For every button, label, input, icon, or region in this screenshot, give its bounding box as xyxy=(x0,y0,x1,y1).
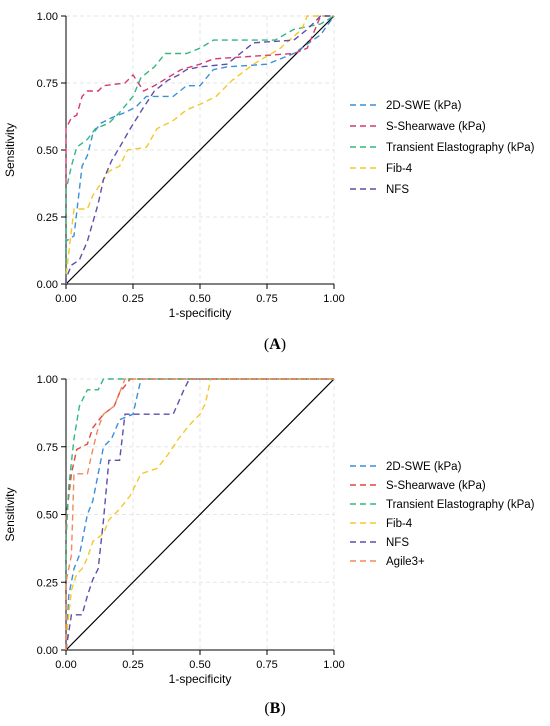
legend-label: NFS xyxy=(386,537,409,549)
roc-curve-transient-elastography-kpa xyxy=(65,378,334,650)
x-tick-label: 0.25 xyxy=(122,659,143,671)
x-axis-label: 1-specificity xyxy=(169,672,232,686)
roc-curve-fib-4 xyxy=(65,378,334,650)
y-tick-label: 0.25 xyxy=(37,212,58,224)
x-tick-label: 1.00 xyxy=(323,293,344,305)
y-tick-label: 0.50 xyxy=(37,145,58,157)
chart-panel-a: 0.00 0.25 0.50 0.75 1.00 0.00 0.25 0.50 0.75 1.00… xyxy=(3,11,535,320)
legend-label: NFS xyxy=(386,184,409,196)
legend-label: Transient Elastography (kPa) xyxy=(386,142,535,154)
legend-label: 2D-SWE (kPa) xyxy=(386,461,462,473)
x-tick-label: 0.50 xyxy=(189,293,210,305)
reference-line xyxy=(65,378,335,651)
y-tick-label: 0.75 xyxy=(37,78,58,90)
x-tick-label: 0.00 xyxy=(55,659,76,671)
legend-label: S-Shearwave (kPa) xyxy=(386,121,486,133)
y-tick-label: 0.25 xyxy=(37,577,58,589)
roc-curve-2d-swe-kpa xyxy=(65,378,334,651)
panel-label-a-letter: A xyxy=(269,336,281,353)
y-tick-label: 1.00 xyxy=(37,11,58,23)
roc-curve-s-shearwave-kpa xyxy=(65,378,334,650)
x-tick-label: 0.50 xyxy=(189,659,210,671)
legend-label: Fib-4 xyxy=(386,163,413,175)
x-tick-label: 1.00 xyxy=(323,659,344,671)
x-tick-label: 0.75 xyxy=(256,293,277,305)
x-axis-label: 1-specificity xyxy=(169,306,232,320)
y-tick-label: 0.00 xyxy=(37,645,58,657)
y-tick-label: 0.75 xyxy=(37,442,58,454)
y-tick-label: 0.00 xyxy=(37,279,58,291)
legend-label: S-Shearwave (kPa) xyxy=(386,480,486,492)
roc-curve-2d-swe-kpa xyxy=(65,15,335,284)
panel-label-b: (B) xyxy=(264,700,286,717)
y-axis-label: Sensitivity xyxy=(3,487,17,541)
roc-curve-nfs xyxy=(65,378,334,651)
x-tick-label: 0.75 xyxy=(256,659,277,671)
roc-curve-s-shearwave-kpa xyxy=(65,15,334,284)
legend-label: Agile3+ xyxy=(386,556,425,568)
x-tick-label: 0.25 xyxy=(122,293,143,305)
legend-label: Fib-4 xyxy=(386,518,413,530)
panel-label-a: (A) xyxy=(263,336,287,353)
x-tick-label: 0.00 xyxy=(55,293,76,305)
legend-label: Transient Elastography (kPa) xyxy=(386,499,535,511)
y-tick-label: 0.50 xyxy=(37,510,58,522)
panel-label-b-letter: B xyxy=(269,700,281,717)
roc-curve-transient-elastography-kpa xyxy=(65,15,335,284)
roc-curve-agile3 xyxy=(65,378,334,650)
roc-curve-fib-4 xyxy=(65,15,334,284)
chart-panel-b: 0.00 0.25 0.50 0.75 1.00 0.00 0.25 0.50 0.75 1.00… xyxy=(3,374,535,686)
y-tick-label: 1.00 xyxy=(37,374,58,386)
reference-line xyxy=(65,15,335,285)
y-axis-label: Sensitivity xyxy=(3,123,17,177)
legend-label: 2D-SWE (kPa) xyxy=(386,100,462,112)
